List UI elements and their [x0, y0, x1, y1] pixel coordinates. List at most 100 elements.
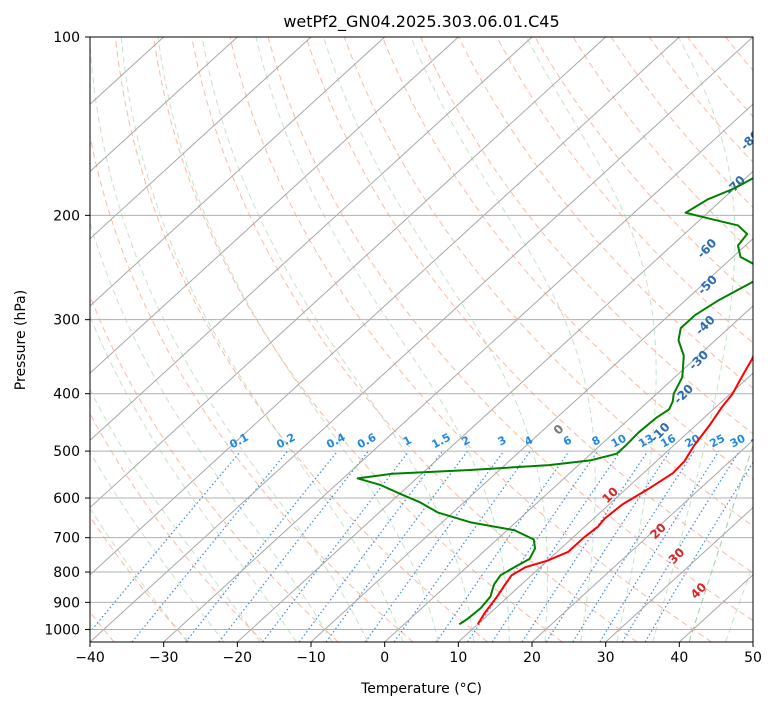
moist-adiabat-line — [652, 37, 736, 642]
mixing-ratio-line — [262, 450, 410, 642]
x-tick-label: 50 — [744, 650, 762, 666]
x-tick-label: 20 — [523, 650, 541, 666]
moist-adiabat-line — [157, 37, 439, 642]
isotherm-line — [90, 37, 680, 576]
mixing-ratio-label: 10 — [609, 432, 629, 451]
dry-adiabat-line — [534, 37, 753, 299]
isotherm-line — [90, 37, 312, 240]
isotherm-line — [236, 170, 753, 642]
x-tick-label: −20 — [223, 650, 253, 666]
mixing-ratio-line — [90, 450, 242, 634]
temperature-profile-line — [476, 354, 753, 625]
dry-adiabat-line — [381, 37, 753, 481]
dry-adiabat-line — [496, 37, 753, 344]
x-tick-label: −40 — [75, 650, 105, 666]
x-axis: −40 −30 −20 −10 0 10 20 30 40 50 — [75, 642, 762, 666]
dry-adiabat-line — [305, 37, 753, 574]
isotherm-line — [163, 103, 753, 642]
profile-series — [356, 177, 753, 626]
isotherm-line — [531, 439, 753, 642]
isotherm-line — [457, 372, 753, 642]
x-tick-label: −30 — [149, 650, 179, 666]
mixing-ratio-line — [467, 450, 599, 642]
dry-adiabat-line — [90, 412, 264, 642]
mixing-ratio-label: 25 — [707, 432, 727, 451]
dry-adiabat-line — [191, 37, 638, 642]
moist-adiabat-line — [410, 37, 596, 642]
mixing-ratio-line — [325, 450, 469, 642]
mixing-ratio-lines — [90, 450, 753, 642]
y-tick-label: 600 — [53, 491, 80, 507]
plot-frame — [89, 36, 754, 643]
dry-adiabat-line — [90, 515, 190, 642]
mixing-ratio-line — [364, 450, 505, 642]
y-axis: 100 200 300 400 500 600 700 800 900 1000 — [44, 30, 90, 638]
isotherm-line — [310, 237, 753, 642]
y-tick-label: 100 — [53, 30, 80, 46]
moist-adiabat-line — [90, 388, 261, 642]
mixing-ratio-line — [185, 450, 339, 642]
moist-adiabat-line — [725, 563, 753, 642]
y-tick-label: 300 — [53, 313, 80, 329]
chart-title: wetPf2_GN04.2025.303.06.01.C45 — [283, 12, 559, 32]
mixing-ratio-line — [491, 450, 621, 642]
x-tick-label: 0 — [380, 650, 389, 666]
dewpoint-profile-line — [356, 177, 753, 626]
dry-adiabat-line — [90, 133, 414, 642]
dry-adiabat-line — [420, 37, 753, 435]
moist-adiabat-line — [255, 37, 510, 642]
moist-adiabat-line — [90, 451, 225, 642]
moist-adiabat-line — [90, 37, 369, 642]
isotherm-line — [90, 37, 753, 642]
y-axis-label: Pressure (hPa) — [13, 290, 29, 390]
y-tick-label: 900 — [53, 595, 80, 611]
moist-adiabat-line — [90, 220, 333, 642]
mixing-ratio-line — [521, 450, 649, 642]
y-tick-label: 400 — [53, 387, 80, 403]
mixing-ratio-line — [131, 450, 289, 642]
x-tick-label: −10 — [296, 650, 326, 666]
isotherm-line — [605, 506, 753, 642]
mixing-ratio-label: 13 — [636, 432, 656, 451]
moist-adiabat-line — [90, 314, 297, 642]
dry-adiabat-line — [267, 37, 753, 622]
y-tick-label: 1000 — [44, 622, 80, 638]
isotherm-line — [90, 37, 533, 442]
mixing-ratio-label: 20 — [683, 432, 703, 451]
x-tick-label: 30 — [597, 650, 615, 666]
dry-adiabat-line — [343, 37, 753, 527]
y-tick-label: 500 — [53, 444, 80, 460]
isotherm-line — [90, 37, 607, 509]
isotherm-line — [90, 37, 238, 173]
mixing-ratio-label: 30 — [728, 432, 748, 451]
moist-adiabat-line — [120, 37, 404, 642]
mixing-ratio-line — [572, 450, 695, 642]
mixing-ratio-line — [435, 450, 570, 642]
mixing-ratio-line — [621, 450, 740, 642]
moist-adiabat-line — [323, 37, 549, 642]
y-tick-label: 200 — [53, 208, 80, 224]
y-tick-label: 800 — [53, 565, 80, 581]
moist-adiabat-line — [688, 443, 753, 642]
moist-adiabat-line — [688, 443, 753, 642]
moist-adiabat-line — [90, 507, 188, 642]
mixing-ratio-label: 16 — [658, 432, 678, 451]
x-tick-label: 10 — [449, 650, 467, 666]
dry-adiabat-line — [458, 37, 753, 389]
isotherm-line — [90, 37, 386, 307]
pressure-grid — [90, 37, 753, 630]
plot-area: 0.10.20.40.611.52346810131620253036-100-… — [90, 37, 769, 642]
isotherm-grid — [90, 37, 753, 642]
dry-adiabat-line — [114, 37, 488, 642]
mixing-ratio-label: 36 — [749, 432, 769, 451]
mixing-ratio-line — [545, 450, 671, 642]
isotherm-line — [90, 37, 459, 374]
isotherm-line — [384, 305, 753, 642]
moist-adiabats — [90, 37, 753, 642]
moist-adiabat-line — [201, 37, 475, 642]
y-tick-label: 700 — [53, 531, 80, 547]
x-axis-label: Temperature (°C) — [360, 681, 482, 697]
x-tick-label: 40 — [670, 650, 688, 666]
